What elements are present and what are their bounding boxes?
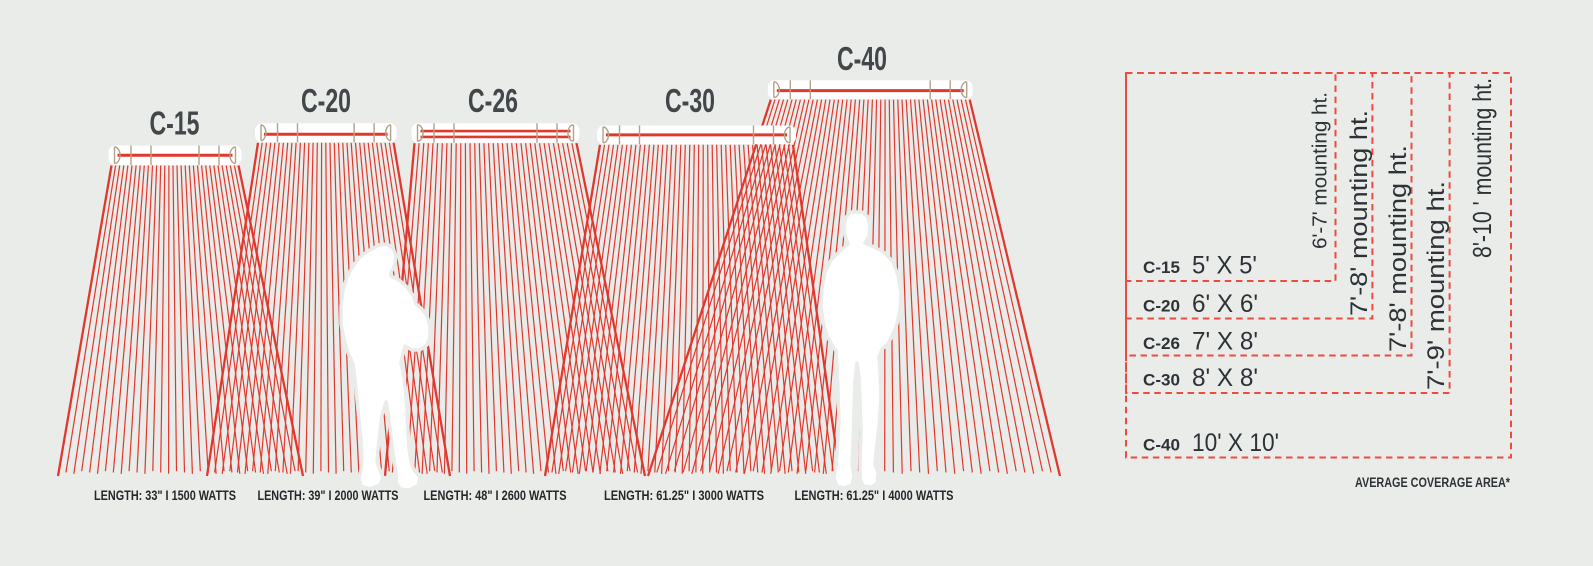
svg-text:C-40: C-40 — [1143, 436, 1180, 455]
svg-text:8' X 8': 8' X 8' — [1192, 364, 1258, 392]
svg-text:8'-10 ' mounting ht.: 8'-10 ' mounting ht. — [1467, 78, 1497, 258]
svg-text:LENGTH: 48" I 2600 WATTS: LENGTH: 48" I 2600 WATTS — [424, 487, 567, 503]
svg-text:7'-8' mounting ht.: 7'-8' mounting ht. — [1385, 145, 1412, 352]
svg-text:5' X 5': 5' X 5' — [1192, 252, 1257, 280]
svg-text:7'-8' mounting ht.: 7'-8' mounting ht. — [1346, 110, 1373, 316]
svg-text:7'-9' mounting ht.: 7'-9' mounting ht. — [1423, 181, 1450, 390]
svg-text:LENGTH: 33" I 1500 WATTS: LENGTH: 33" I 1500 WATTS — [94, 487, 236, 503]
svg-text:6' X 6': 6' X 6' — [1192, 290, 1258, 318]
svg-text:LENGTH: 61.25" I 4000 WATTS: LENGTH: 61.25" I 4000 WATTS — [795, 487, 954, 503]
svg-text:C-30: C-30 — [665, 82, 715, 119]
svg-text:7' X 8': 7' X 8' — [1192, 328, 1258, 356]
svg-text:C-15: C-15 — [150, 105, 200, 142]
svg-text:C-26: C-26 — [1143, 334, 1180, 353]
svg-text:C-20: C-20 — [1143, 297, 1180, 316]
svg-text:LENGTH: 39" I 2000 WATTS: LENGTH: 39" I 2000 WATTS — [258, 487, 399, 503]
svg-text:10' X 10': 10' X 10' — [1192, 429, 1279, 457]
svg-text:C-20: C-20 — [301, 82, 351, 119]
svg-text:C-40: C-40 — [837, 40, 887, 77]
svg-text:6'-7' mounting ht.: 6'-7' mounting ht. — [1310, 92, 1332, 249]
svg-text:C-15: C-15 — [1143, 258, 1180, 277]
svg-text:C-26: C-26 — [468, 82, 518, 119]
svg-text:LENGTH: 61.25" I 3000 WATTS: LENGTH: 61.25" I 3000 WATTS — [604, 487, 764, 503]
svg-text:C-30: C-30 — [1143, 371, 1180, 390]
svg-text:AVERAGE COVERAGE AREA*: AVERAGE COVERAGE AREA* — [1355, 475, 1511, 490]
